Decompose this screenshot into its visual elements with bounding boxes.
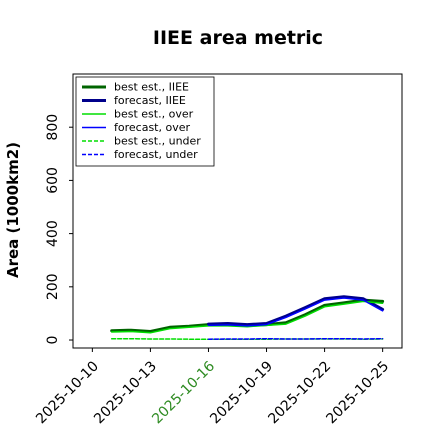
legend-label: best est., over — [114, 108, 194, 121]
y-tick-label: 600 — [45, 167, 61, 194]
y-tick-label: 0 — [45, 336, 61, 345]
series-line-1 — [207, 295, 385, 327]
legend-label: forecast, over — [114, 121, 190, 134]
chart-title: IIEE area metric — [153, 27, 323, 49]
legend-label: forecast, IIEE — [114, 94, 186, 107]
y-tick-label: 800 — [45, 114, 61, 141]
legend-box — [75, 76, 215, 167]
legend-label: best est., IIEE — [114, 81, 189, 94]
y-axis-label: Area (1000km2) — [4, 142, 22, 278]
plot-frame — [72, 73, 403, 349]
series-line-2 — [110, 300, 384, 334]
legend-label: best est., under — [114, 135, 201, 148]
y-tick-label: 200 — [45, 273, 61, 300]
y-tick-label: 400 — [45, 220, 61, 247]
legend-label: forecast, under — [114, 148, 198, 161]
series-layer — [110, 295, 385, 340]
series-line-3 — [207, 297, 384, 327]
x-tick-label: 2025-10-25 — [323, 358, 392, 427]
series-line-5 — [207, 337, 384, 340]
